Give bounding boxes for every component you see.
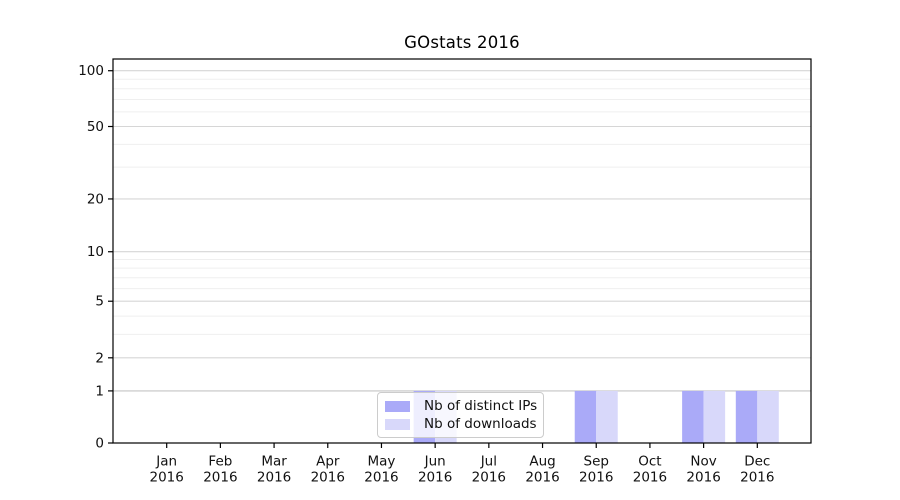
x-tick-label-month-mar: Mar — [261, 454, 287, 470]
legend-item-downloads: Nb of downloads — [385, 416, 537, 432]
chart-title: GOstats 2016 — [404, 33, 520, 52]
x-tick-label-year-sep: 2016 — [579, 470, 613, 486]
x-tick-label-month-dec: Dec — [744, 454, 770, 470]
legend-box: Nb of distinct IPs Nb of downloads — [377, 392, 544, 438]
legend-item-distinct-ips: Nb of distinct IPs — [385, 398, 538, 414]
x-tick-label-year-mar: 2016 — [257, 470, 291, 486]
y-tick-label-50: 50 — [87, 119, 104, 135]
x-tick-label-month-aug: Aug — [529, 454, 555, 470]
bar-distinct-ips-nov — [682, 390, 704, 443]
y-tick-label-10: 10 — [87, 244, 104, 260]
x-tick-label-year-apr: 2016 — [311, 470, 345, 486]
bar-distinct-ips-dec — [735, 390, 758, 443]
y-tick-label-5: 5 — [95, 294, 104, 310]
x-tick-label-year-jan: 2016 — [150, 470, 184, 486]
x-tick-label-month-feb: Feb — [208, 454, 232, 470]
bar-downloads-sep — [596, 390, 618, 443]
x-tick-label-month-jul: Jul — [480, 454, 497, 470]
x-tick-label-year-jul: 2016 — [472, 470, 506, 486]
legend-label-distinct-ips: Nb of distinct IPs — [424, 398, 538, 414]
x-tick-label-month-apr: Apr — [316, 454, 340, 470]
y-tick-label-20: 20 — [87, 191, 104, 207]
x-tick-label-year-dec: 2016 — [740, 470, 774, 486]
bar-downloads-dec — [757, 390, 779, 443]
bar-downloads-nov — [703, 390, 726, 443]
legend-swatch-distinct-ips — [385, 400, 410, 412]
bar-distinct-ips-sep — [574, 390, 597, 443]
y-tick-label-2: 2 — [95, 350, 104, 366]
x-tick-label-year-oct: 2016 — [633, 470, 667, 486]
legend-label-downloads: Nb of downloads — [424, 416, 537, 432]
y-tick-label-0: 0 — [95, 436, 104, 452]
y-tick-label-100: 100 — [78, 63, 104, 79]
x-tick-label-month-jun: Jun — [424, 454, 446, 470]
x-tick-label-year-feb: 2016 — [203, 470, 237, 486]
x-tick-label-year-aug: 2016 — [525, 470, 559, 486]
x-tick-label-month-may: May — [368, 454, 396, 470]
legend-swatch-downloads — [385, 418, 410, 430]
x-tick-label-month-oct: Oct — [638, 454, 661, 470]
x-tick-label-year-jun: 2016 — [418, 470, 452, 486]
x-tick-label-month-jan: Jan — [155, 454, 177, 470]
plot-frame — [112, 58, 812, 444]
x-tick-label-year-nov: 2016 — [686, 470, 720, 486]
x-tick-label-month-sep: Sep — [584, 454, 609, 470]
y-tick-label-1: 1 — [95, 383, 104, 399]
x-tick-label-month-nov: Nov — [690, 454, 716, 470]
x-tick-label-year-may: 2016 — [364, 470, 398, 486]
